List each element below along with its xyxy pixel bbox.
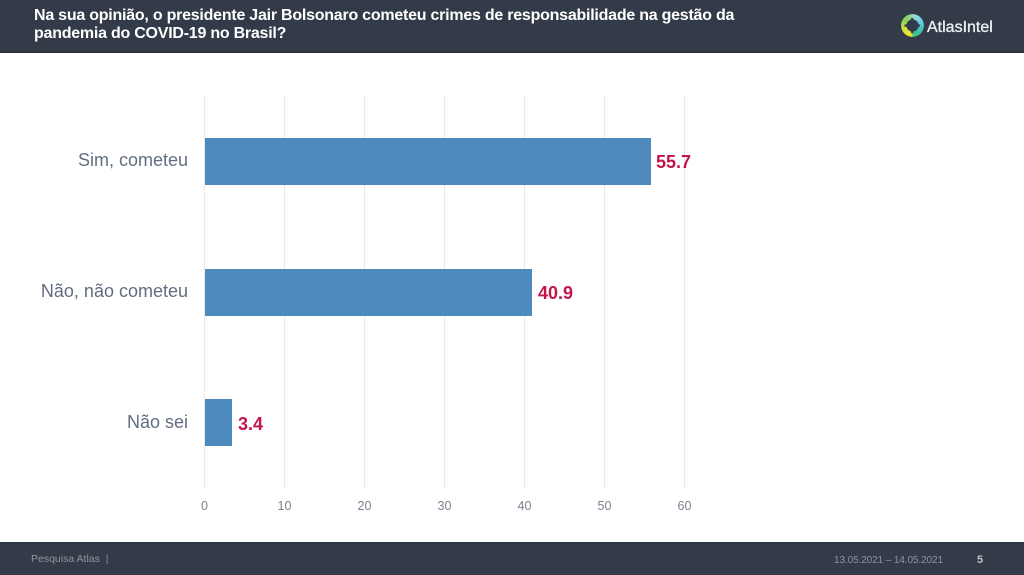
svg-text:AtlasIntel: AtlasIntel xyxy=(927,19,993,36)
